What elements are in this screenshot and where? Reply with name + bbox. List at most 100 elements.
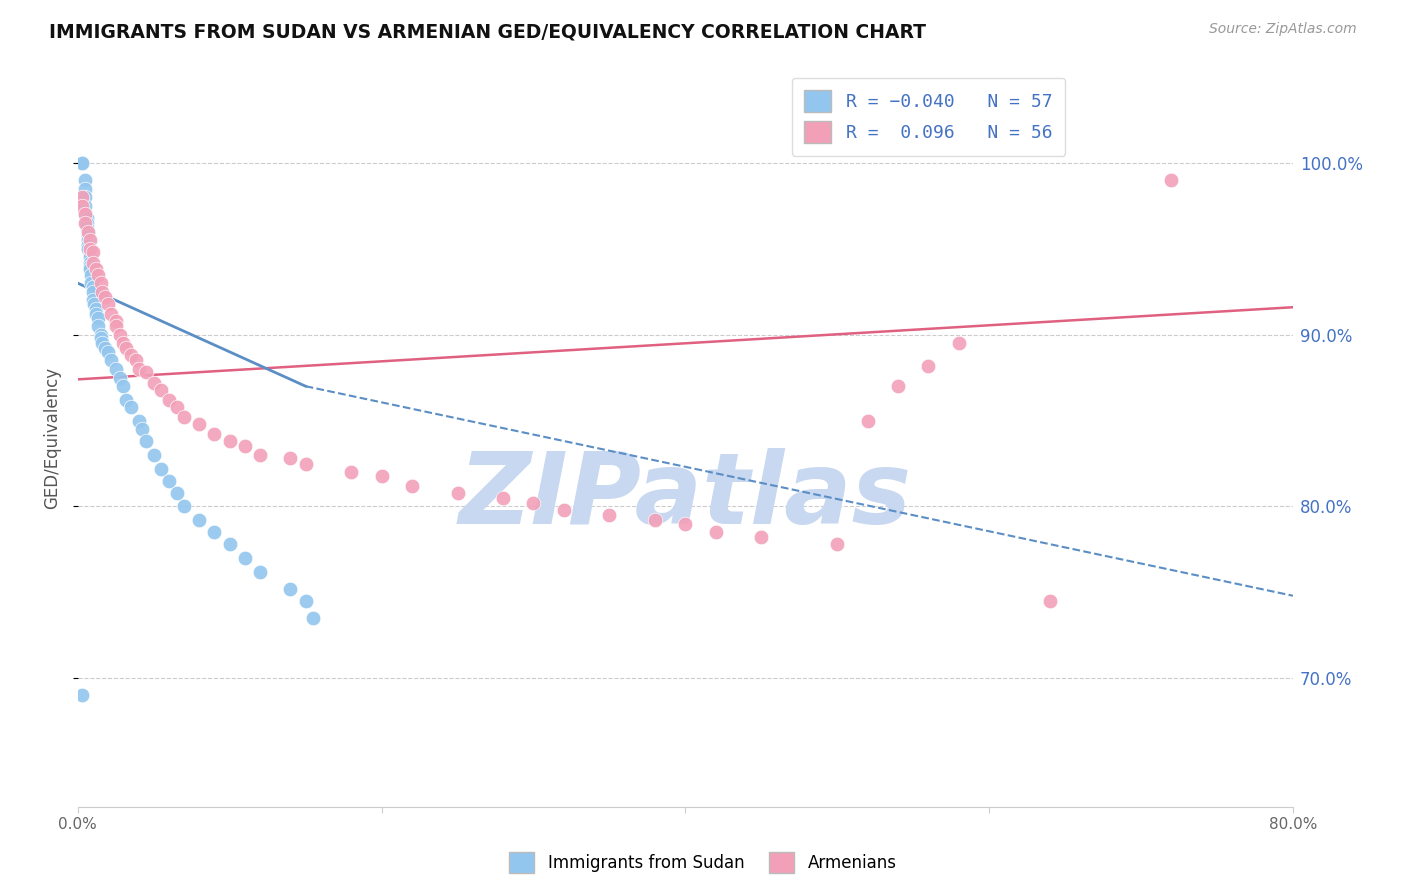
Point bbox=[77, 225, 100, 239]
Point bbox=[75, 207, 97, 221]
Point bbox=[80, 276, 103, 290]
Point bbox=[77, 238, 100, 252]
Point bbox=[233, 439, 256, 453]
Y-axis label: GED/Equivalency: GED/Equivalency bbox=[44, 367, 60, 508]
Point bbox=[150, 383, 173, 397]
Point bbox=[110, 327, 132, 342]
Point bbox=[887, 379, 910, 393]
Point bbox=[1160, 173, 1182, 187]
Point bbox=[749, 530, 772, 544]
Point bbox=[75, 199, 97, 213]
Point bbox=[100, 353, 122, 368]
Point bbox=[598, 508, 620, 522]
Point bbox=[75, 190, 97, 204]
Point bbox=[82, 245, 104, 260]
Point bbox=[173, 410, 195, 425]
Point bbox=[84, 307, 107, 321]
Point bbox=[825, 537, 848, 551]
Point bbox=[79, 255, 101, 269]
Point bbox=[79, 245, 101, 260]
Point bbox=[644, 513, 666, 527]
Point bbox=[79, 251, 101, 265]
Point bbox=[204, 427, 226, 442]
Point bbox=[157, 474, 180, 488]
Text: IMMIGRANTS FROM SUDAN VS ARMENIAN GED/EQUIVALENCY CORRELATION CHART: IMMIGRANTS FROM SUDAN VS ARMENIAN GED/EQ… bbox=[49, 22, 927, 41]
Point bbox=[97, 297, 120, 311]
Point bbox=[128, 414, 150, 428]
Point bbox=[79, 259, 101, 273]
Point bbox=[280, 451, 302, 466]
Point bbox=[188, 513, 211, 527]
Point bbox=[115, 392, 138, 407]
Point bbox=[86, 310, 108, 325]
Point bbox=[104, 362, 127, 376]
Point bbox=[150, 461, 173, 475]
Point bbox=[218, 434, 240, 449]
Point bbox=[115, 342, 138, 356]
Legend: R = −0.040   N = 57, R =  0.096   N = 56: R = −0.040 N = 57, R = 0.096 N = 56 bbox=[792, 78, 1066, 156]
Point bbox=[370, 468, 392, 483]
Point bbox=[79, 233, 101, 247]
Point bbox=[249, 565, 271, 579]
Legend: Immigrants from Sudan, Armenians: Immigrants from Sudan, Armenians bbox=[503, 846, 903, 880]
Point bbox=[948, 336, 970, 351]
Point bbox=[856, 414, 879, 428]
Point bbox=[492, 491, 515, 505]
Point bbox=[142, 448, 165, 462]
Point bbox=[135, 434, 157, 449]
Point bbox=[72, 199, 94, 213]
Point bbox=[120, 400, 142, 414]
Point bbox=[75, 173, 97, 187]
Point bbox=[704, 525, 727, 540]
Point bbox=[76, 216, 98, 230]
Point bbox=[84, 262, 107, 277]
Point bbox=[249, 448, 271, 462]
Point bbox=[82, 255, 104, 269]
Point bbox=[75, 207, 97, 221]
Point bbox=[124, 353, 146, 368]
Point bbox=[90, 327, 112, 342]
Point bbox=[79, 262, 101, 277]
Point bbox=[112, 336, 135, 351]
Point bbox=[302, 611, 325, 625]
Text: Source: ZipAtlas.com: Source: ZipAtlas.com bbox=[1209, 22, 1357, 37]
Point bbox=[82, 293, 104, 308]
Point bbox=[76, 221, 98, 235]
Point bbox=[104, 319, 127, 334]
Point bbox=[110, 370, 132, 384]
Point bbox=[91, 285, 114, 299]
Point bbox=[522, 496, 544, 510]
Point bbox=[90, 276, 112, 290]
Point bbox=[72, 190, 94, 204]
Point bbox=[94, 342, 117, 356]
Point bbox=[673, 516, 696, 531]
Point bbox=[294, 594, 316, 608]
Point bbox=[112, 379, 135, 393]
Point bbox=[166, 400, 188, 414]
Point bbox=[553, 503, 575, 517]
Point bbox=[72, 156, 94, 170]
Point bbox=[173, 500, 195, 514]
Point bbox=[94, 290, 117, 304]
Point bbox=[75, 216, 97, 230]
Point bbox=[75, 182, 97, 196]
Point bbox=[233, 551, 256, 566]
Point bbox=[157, 392, 180, 407]
Point bbox=[91, 336, 114, 351]
Point bbox=[77, 233, 100, 247]
Point bbox=[82, 285, 104, 299]
Point bbox=[340, 465, 363, 479]
Point bbox=[446, 485, 468, 500]
Point bbox=[79, 242, 101, 256]
Point bbox=[84, 301, 107, 316]
Text: ZIPatlas: ZIPatlas bbox=[458, 449, 912, 545]
Point bbox=[166, 485, 188, 500]
Point bbox=[86, 319, 108, 334]
Point bbox=[142, 376, 165, 390]
Point bbox=[294, 457, 316, 471]
Point bbox=[82, 279, 104, 293]
Point bbox=[917, 359, 939, 373]
Point bbox=[90, 331, 112, 345]
Point bbox=[80, 268, 103, 282]
Point bbox=[128, 362, 150, 376]
